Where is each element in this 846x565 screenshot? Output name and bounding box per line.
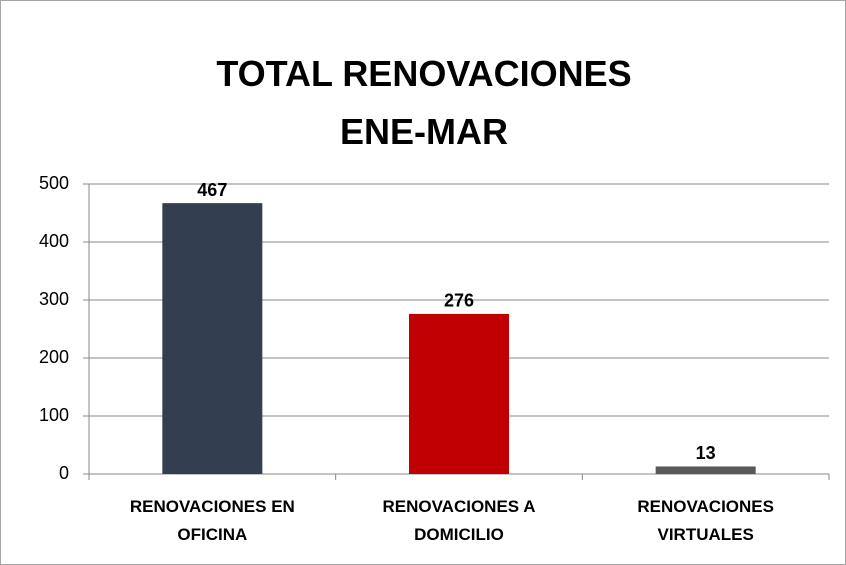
data-label: 276 — [444, 291, 474, 311]
x-tick-label: RENOVACIONES EN OFICINA — [129, 497, 295, 544]
y-tick-label: 500 — [39, 173, 69, 193]
x-tick-label: RENOVACIONES VIRTUALES — [637, 497, 774, 544]
y-tick-label: 400 — [39, 231, 69, 251]
bar — [162, 203, 263, 474]
chart-title: TOTAL RENOVACIONES ENE-MAR — [216, 53, 632, 152]
y-tick-label: 300 — [39, 289, 69, 309]
y-tick-label: 100 — [39, 405, 69, 425]
x-tick-label: RENOVACIONES A DOMICILIO — [382, 497, 536, 544]
bar — [655, 466, 756, 474]
data-label: 467 — [197, 180, 227, 200]
y-tick-label: 0 — [59, 463, 69, 483]
data-label: 13 — [696, 443, 716, 463]
y-tick-label: 200 — [39, 347, 69, 367]
bar — [409, 313, 509, 474]
